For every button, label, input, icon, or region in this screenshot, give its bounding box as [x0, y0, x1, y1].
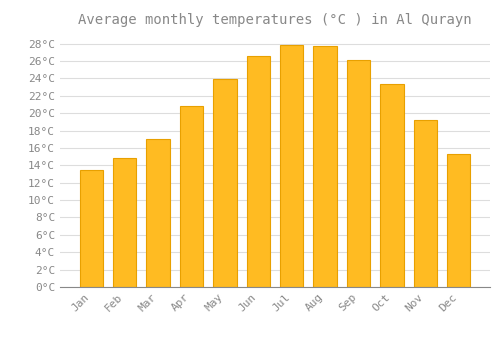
Bar: [146, 139, 170, 287]
Title: Average monthly temperatures (°C ) in Al Qurayn: Average monthly temperatures (°C ) in Al…: [78, 13, 472, 27]
Bar: [414, 120, 437, 287]
Bar: [113, 159, 136, 287]
Bar: [246, 56, 270, 287]
Bar: [447, 154, 470, 287]
Bar: [80, 170, 103, 287]
Bar: [380, 84, 404, 287]
Bar: [180, 106, 203, 287]
Bar: [347, 60, 370, 287]
Bar: [213, 79, 236, 287]
Bar: [280, 44, 303, 287]
Bar: [314, 46, 337, 287]
